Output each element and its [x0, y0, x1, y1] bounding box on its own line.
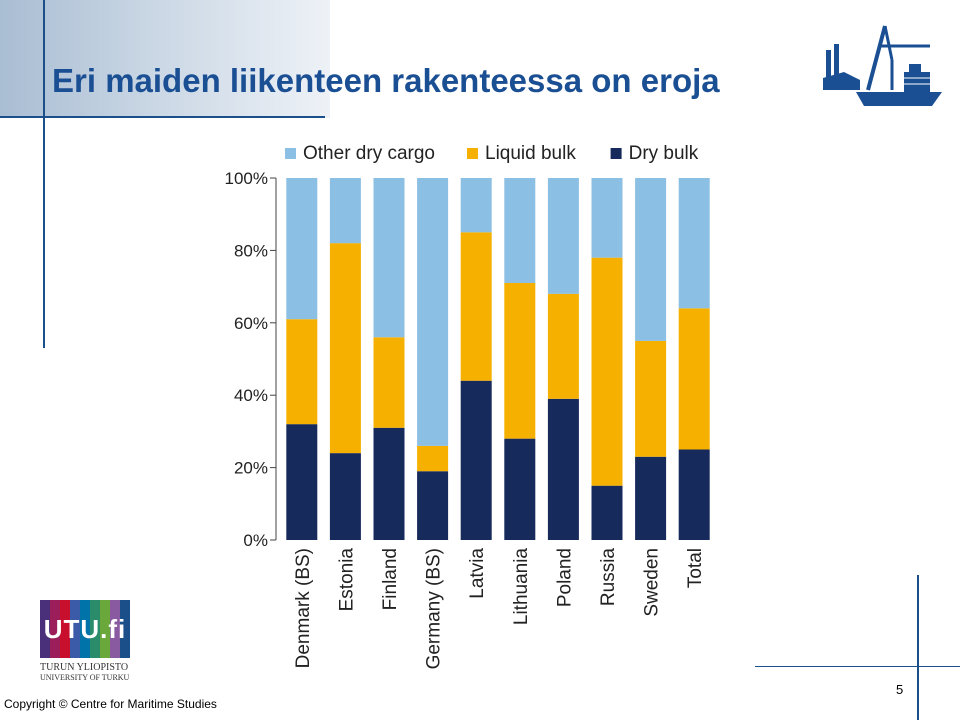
y-tick-label: 0% — [243, 531, 268, 550]
bar-segment-liquid-bulk — [591, 257, 623, 486]
ship-crane-logo-icon — [823, 25, 942, 106]
legend-swatch — [285, 148, 296, 159]
bar-segment-other-dry-cargo — [417, 178, 449, 446]
x-category-label: Estonia — [336, 548, 357, 612]
slide-title: Eri maiden liikenteen rakenteessa on ero… — [52, 62, 720, 99]
footer-divider-line — [755, 666, 960, 667]
bar-segment-liquid-bulk — [504, 282, 536, 439]
bar-segment-dry-bulk — [591, 485, 623, 540]
bar-segment-other-dry-cargo — [460, 178, 492, 233]
bar-segment-dry-bulk — [329, 453, 361, 540]
bar-segment-liquid-bulk — [678, 308, 710, 450]
y-tick-label: 60% — [234, 314, 268, 333]
title-band — [0, 0, 330, 118]
x-category-label: Sweden — [642, 548, 663, 617]
university-mark: UTU.fi — [43, 614, 127, 644]
university-name-en: UNIVERSITY OF TURKU — [40, 673, 130, 682]
bar-segment-dry-bulk — [635, 456, 667, 540]
x-category-label: Russia — [598, 548, 619, 607]
x-category-label: Germany (BS) — [424, 548, 445, 669]
bar-segment-other-dry-cargo — [547, 178, 579, 294]
y-tick-label: 80% — [234, 241, 268, 260]
page-number: 5 — [896, 682, 904, 697]
bar-segment-dry-bulk — [417, 471, 449, 540]
x-category-label: Total — [685, 548, 706, 588]
bar-segment-liquid-bulk — [329, 243, 361, 454]
bar-segment-other-dry-cargo — [504, 178, 536, 283]
bar-segment-dry-bulk — [373, 427, 405, 540]
university-name-fi: TURUN YLIOPISTO — [40, 662, 129, 673]
legend-label: Liquid bulk — [485, 143, 576, 164]
bar-segment-dry-bulk — [460, 380, 492, 540]
bar-segment-other-dry-cargo — [591, 178, 623, 258]
x-category-label: Latvia — [467, 548, 488, 599]
bar-segment-other-dry-cargo — [373, 178, 405, 338]
bar-segment-liquid-bulk — [373, 337, 405, 428]
legend-label: Other dry cargo — [303, 143, 435, 164]
y-tick-label: 20% — [234, 459, 268, 478]
x-category-label: Finland — [380, 548, 401, 610]
bar-segment-dry-bulk — [678, 449, 710, 540]
university-logo: UTU.fi TURUN YLIOPISTO UNIVERSITY OF TUR… — [40, 600, 130, 692]
title-underline — [0, 116, 325, 118]
legend-swatch — [467, 148, 478, 159]
university-logo-stripes — [40, 600, 130, 658]
legend-swatch — [610, 148, 622, 159]
bar-segment-liquid-bulk — [286, 319, 318, 425]
bar-segment-dry-bulk — [286, 424, 318, 540]
right-divider-line — [917, 575, 919, 720]
bar-segment-liquid-bulk — [547, 293, 579, 399]
copyright-text: Copyright © Centre for Maritime Studies — [4, 697, 217, 711]
bar-segment-liquid-bulk — [460, 232, 492, 381]
legend-label: Dry bulk — [629, 143, 699, 164]
left-divider-line — [43, 0, 45, 348]
y-tick-label: 100% — [225, 169, 268, 188]
bar-segment-dry-bulk — [504, 438, 536, 540]
bar-segment-liquid-bulk — [635, 340, 667, 457]
bar-segment-other-dry-cargo — [635, 178, 667, 341]
bar-segment-dry-bulk — [547, 398, 579, 540]
bar-segment-liquid-bulk — [417, 445, 449, 472]
bar-segment-other-dry-cargo — [286, 178, 318, 320]
x-category-label: Poland — [554, 548, 575, 607]
y-tick-label: 40% — [234, 386, 268, 405]
stacked-bar-chart: 0% 20% 40% 60% 80% 100% Denmark (BS) Estonia Fin… — [225, 143, 710, 669]
bar-segment-other-dry-cargo — [329, 178, 361, 244]
x-category-label: Lithuania — [511, 548, 532, 626]
x-category-label: Denmark (BS) — [293, 548, 314, 668]
bar-segment-other-dry-cargo — [678, 178, 710, 309]
